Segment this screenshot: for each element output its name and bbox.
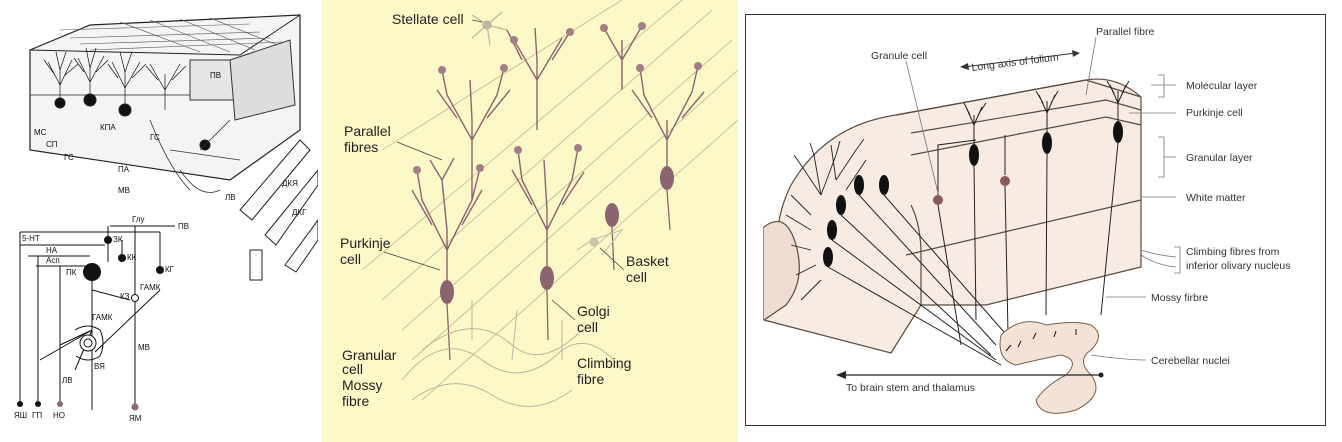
label-na: НА [46,246,58,255]
label-asp: Асп [46,256,60,265]
circuit-diagram [19,225,175,410]
label-pk: ПК [66,268,77,277]
kk-node [118,254,126,262]
label-basket-1: Basket [626,253,669,269]
label-climbing-1: Climbing fibres from [1186,246,1280,258]
basket-cell [576,228,624,256]
label-no: НО [53,411,65,420]
label-purkinje-1: Purkinje [340,235,391,251]
label-stellate-cell: Stellate cell [392,11,464,27]
label-climbing-1: Climbing [577,355,631,371]
label-dkg: ДКГ [292,208,307,217]
label-gamk-2: ГАМК [92,313,113,322]
label-vya: ВЯ [94,362,105,371]
label-gs: ГС [64,153,74,162]
label-parallel-1: Parallel [344,123,391,139]
label-gp: ГП [32,411,42,420]
purkinje-dendrites [411,25,705,300]
label-basket-2: cell [626,269,647,285]
kz-node [131,294,139,302]
zk-node [104,236,112,244]
gp-terminal [35,401,41,407]
label-granular-layer: Granular layer [1186,152,1253,164]
cerebellar-nuclei-shape [999,321,1099,414]
label-granular-1: Granular [342,347,397,363]
label-molecular-layer: Molecular layer [1186,80,1258,92]
label-yam: ЯМ [129,414,142,423]
panel-a-cerebellar-cortex-illustration: МС СП ГС КПА ПА МВ ГС ПВ ЛВ ДКЯ ДКГ [0,0,318,442]
panel-c-drawing: Granule cell Parallel fibre Long axis of… [763,26,1290,414]
cortex-block [29,14,301,193]
yash-terminal [17,401,23,407]
granule-cell-2 [1000,176,1010,186]
label-parallel-2: fibres [344,139,378,155]
label-mc: МС [34,128,47,137]
label-granule-cell: Granule cell [871,50,927,62]
purkinje-node [83,263,101,281]
granular-mossy-tangle [401,300,623,407]
purkinje-fan-dendrites [785,138,867,301]
label-pv-circuit: ПВ [178,222,189,231]
label-5ht: 5-НТ [22,234,40,243]
purkinje-cells [823,121,1123,267]
label-golgi-1: Golgi [577,303,610,319]
label-glu: Глу [132,215,145,224]
label-kk: КК [127,253,137,262]
yam-terminal [131,403,139,411]
label-gamk-1: ГАМК [140,283,161,292]
kg-node [156,266,164,274]
label-sp: СП [46,140,58,149]
label-climbing-2: inferior olivary nucleus [1186,260,1290,272]
label-granular-2: cell [342,361,363,377]
label-lv-circuit: ЛВ [62,376,73,385]
label-zk: ЗК [113,235,123,244]
granule-cell-1 [933,195,943,205]
descending-fibres [827,135,1119,366]
label-mv-circuit: МВ [138,343,150,352]
label-golgi-2: cell [577,319,598,335]
label-dkya: ДКЯ [282,179,298,188]
label-yash: ЯШ [14,411,27,420]
label-mossy-2: fibre [342,393,369,409]
label-long-axis: Long axis of folium [971,51,1060,74]
label-parallel-fibre: Parallel fibre [1096,26,1155,38]
label-mv: МВ [118,186,130,195]
no-terminal [57,401,63,407]
label-pv: ПВ [210,71,221,80]
label-purkinje-cell: Purkinje cell [1186,107,1243,119]
panel-b-cerebellar-neurons-illustration: Stellate cell Parallel fibres Purkinje c… [322,0,738,442]
label-cerebellar-nuclei: Cerebellar nuclei [1151,355,1230,367]
label-pa: ПА [118,165,130,174]
dendrite-dots [413,22,702,174]
label-gs2: ГС [150,133,160,142]
label-kz: КЗ [120,292,130,301]
label-white-matter: White matter [1186,192,1246,204]
purkinje-somata [440,166,674,304]
stellate-cell [471,11,508,46]
parallel-fibre-lines [361,0,738,401]
label-kg: КГ [165,265,175,274]
label-lv: ЛВ [225,193,236,202]
label-brain-stem: To brain stem and thalamus [846,382,975,394]
label-mossy-1: Mossy [342,377,382,393]
label-purkinje-2: cell [340,251,361,267]
panel-b-drawing: Stellate cell Parallel fibres Purkinje c… [340,0,738,409]
folium-block [763,78,1142,354]
panel-a-drawing: МС СП ГС КПА ПА МВ ГС ПВ ЛВ ДКЯ ДКГ [14,14,318,423]
label-climbing-2: fibre [577,371,604,387]
fibre-bundles [239,139,318,281]
label-kpa: КПА [100,123,116,132]
label-mossy-fibre: Mossy firbre [1151,292,1208,304]
panel-c-cerebellar-folium-diagram: Granule cell Parallel fibre Long axis of… [745,14,1326,426]
